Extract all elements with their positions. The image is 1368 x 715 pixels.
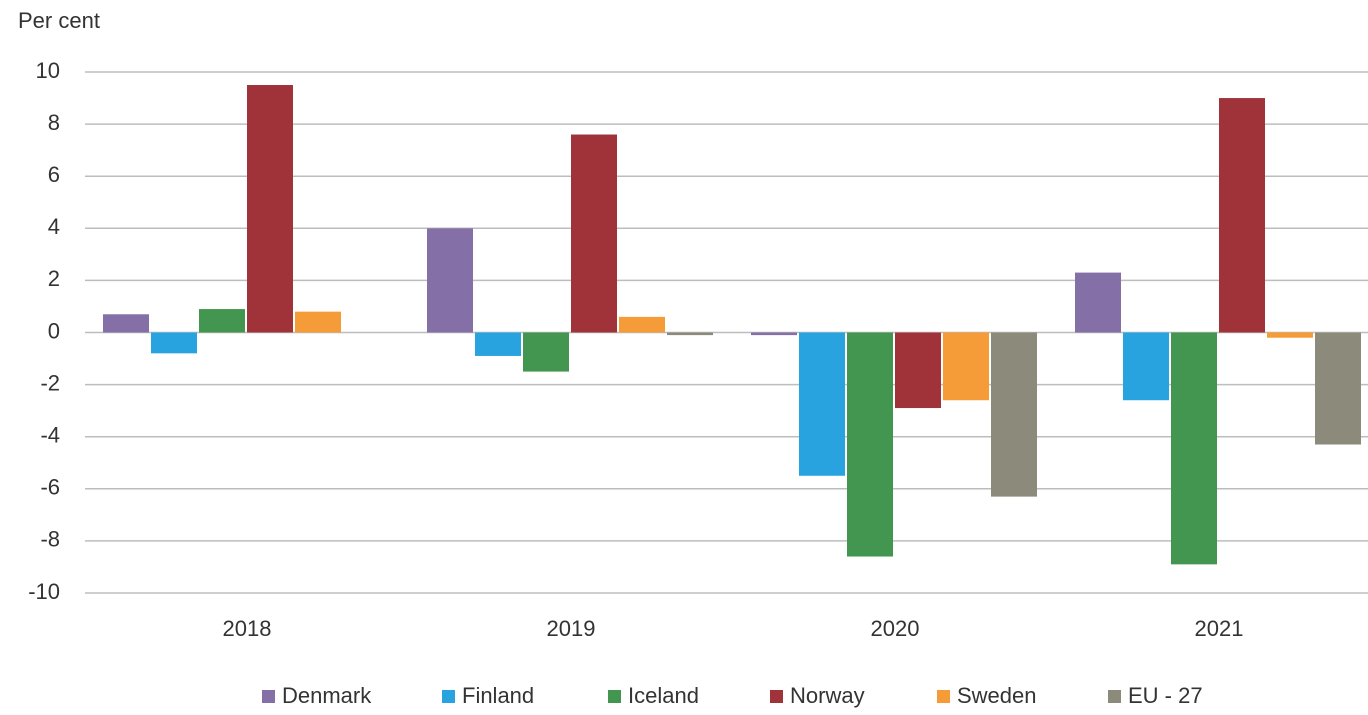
x-tick-label: 2019 — [547, 616, 596, 641]
bar — [751, 332, 797, 336]
y-tick-label: 10 — [36, 58, 60, 83]
legend-swatch — [1108, 690, 1121, 703]
legend-label: Norway — [790, 683, 865, 708]
y-tick-label: -6 — [40, 475, 60, 500]
bar — [103, 314, 149, 333]
y-tick-label: -8 — [40, 527, 60, 552]
bar — [1219, 98, 1265, 333]
bar — [619, 316, 665, 333]
bar — [475, 332, 521, 356]
bar — [991, 332, 1037, 497]
bar — [847, 332, 893, 557]
y-axis-label: Per cent — [18, 8, 100, 33]
bar — [1171, 332, 1217, 565]
bar — [295, 311, 341, 333]
legend-swatch — [262, 690, 275, 703]
x-tick-label: 2020 — [871, 616, 920, 641]
legend-swatch — [608, 690, 621, 703]
y-tick-label: -10 — [28, 579, 60, 604]
y-tick-label: 4 — [48, 214, 60, 239]
x-tick-label: 2021 — [1195, 616, 1244, 641]
legend-label: Denmark — [282, 683, 372, 708]
bar — [427, 228, 473, 333]
bar — [1267, 332, 1313, 338]
bar — [799, 332, 845, 476]
legend-label: Sweden — [957, 683, 1037, 708]
legend-swatch — [937, 690, 950, 703]
bar — [1315, 332, 1361, 445]
bar — [895, 332, 941, 409]
bar — [199, 309, 245, 333]
legend-label: Finland — [462, 683, 534, 708]
y-tick-label: -2 — [40, 370, 60, 395]
y-tick-label: -4 — [40, 423, 60, 448]
x-tick-label: 2018 — [223, 616, 272, 641]
bar — [523, 332, 569, 372]
bar — [943, 332, 989, 401]
bar — [1075, 272, 1121, 333]
y-tick-label: 6 — [48, 162, 60, 187]
legend-label: EU - 27 — [1128, 683, 1203, 708]
y-tick-label: 0 — [48, 318, 60, 343]
bar — [667, 332, 713, 336]
bar — [1123, 332, 1169, 401]
y-tick-label: 8 — [48, 110, 60, 135]
legend-swatch — [770, 690, 783, 703]
bar — [151, 332, 197, 354]
bar — [247, 85, 293, 333]
y-tick-label: 2 — [48, 266, 60, 291]
bar — [571, 134, 617, 333]
legend-label: Iceland — [628, 683, 699, 708]
legend-swatch — [442, 690, 455, 703]
